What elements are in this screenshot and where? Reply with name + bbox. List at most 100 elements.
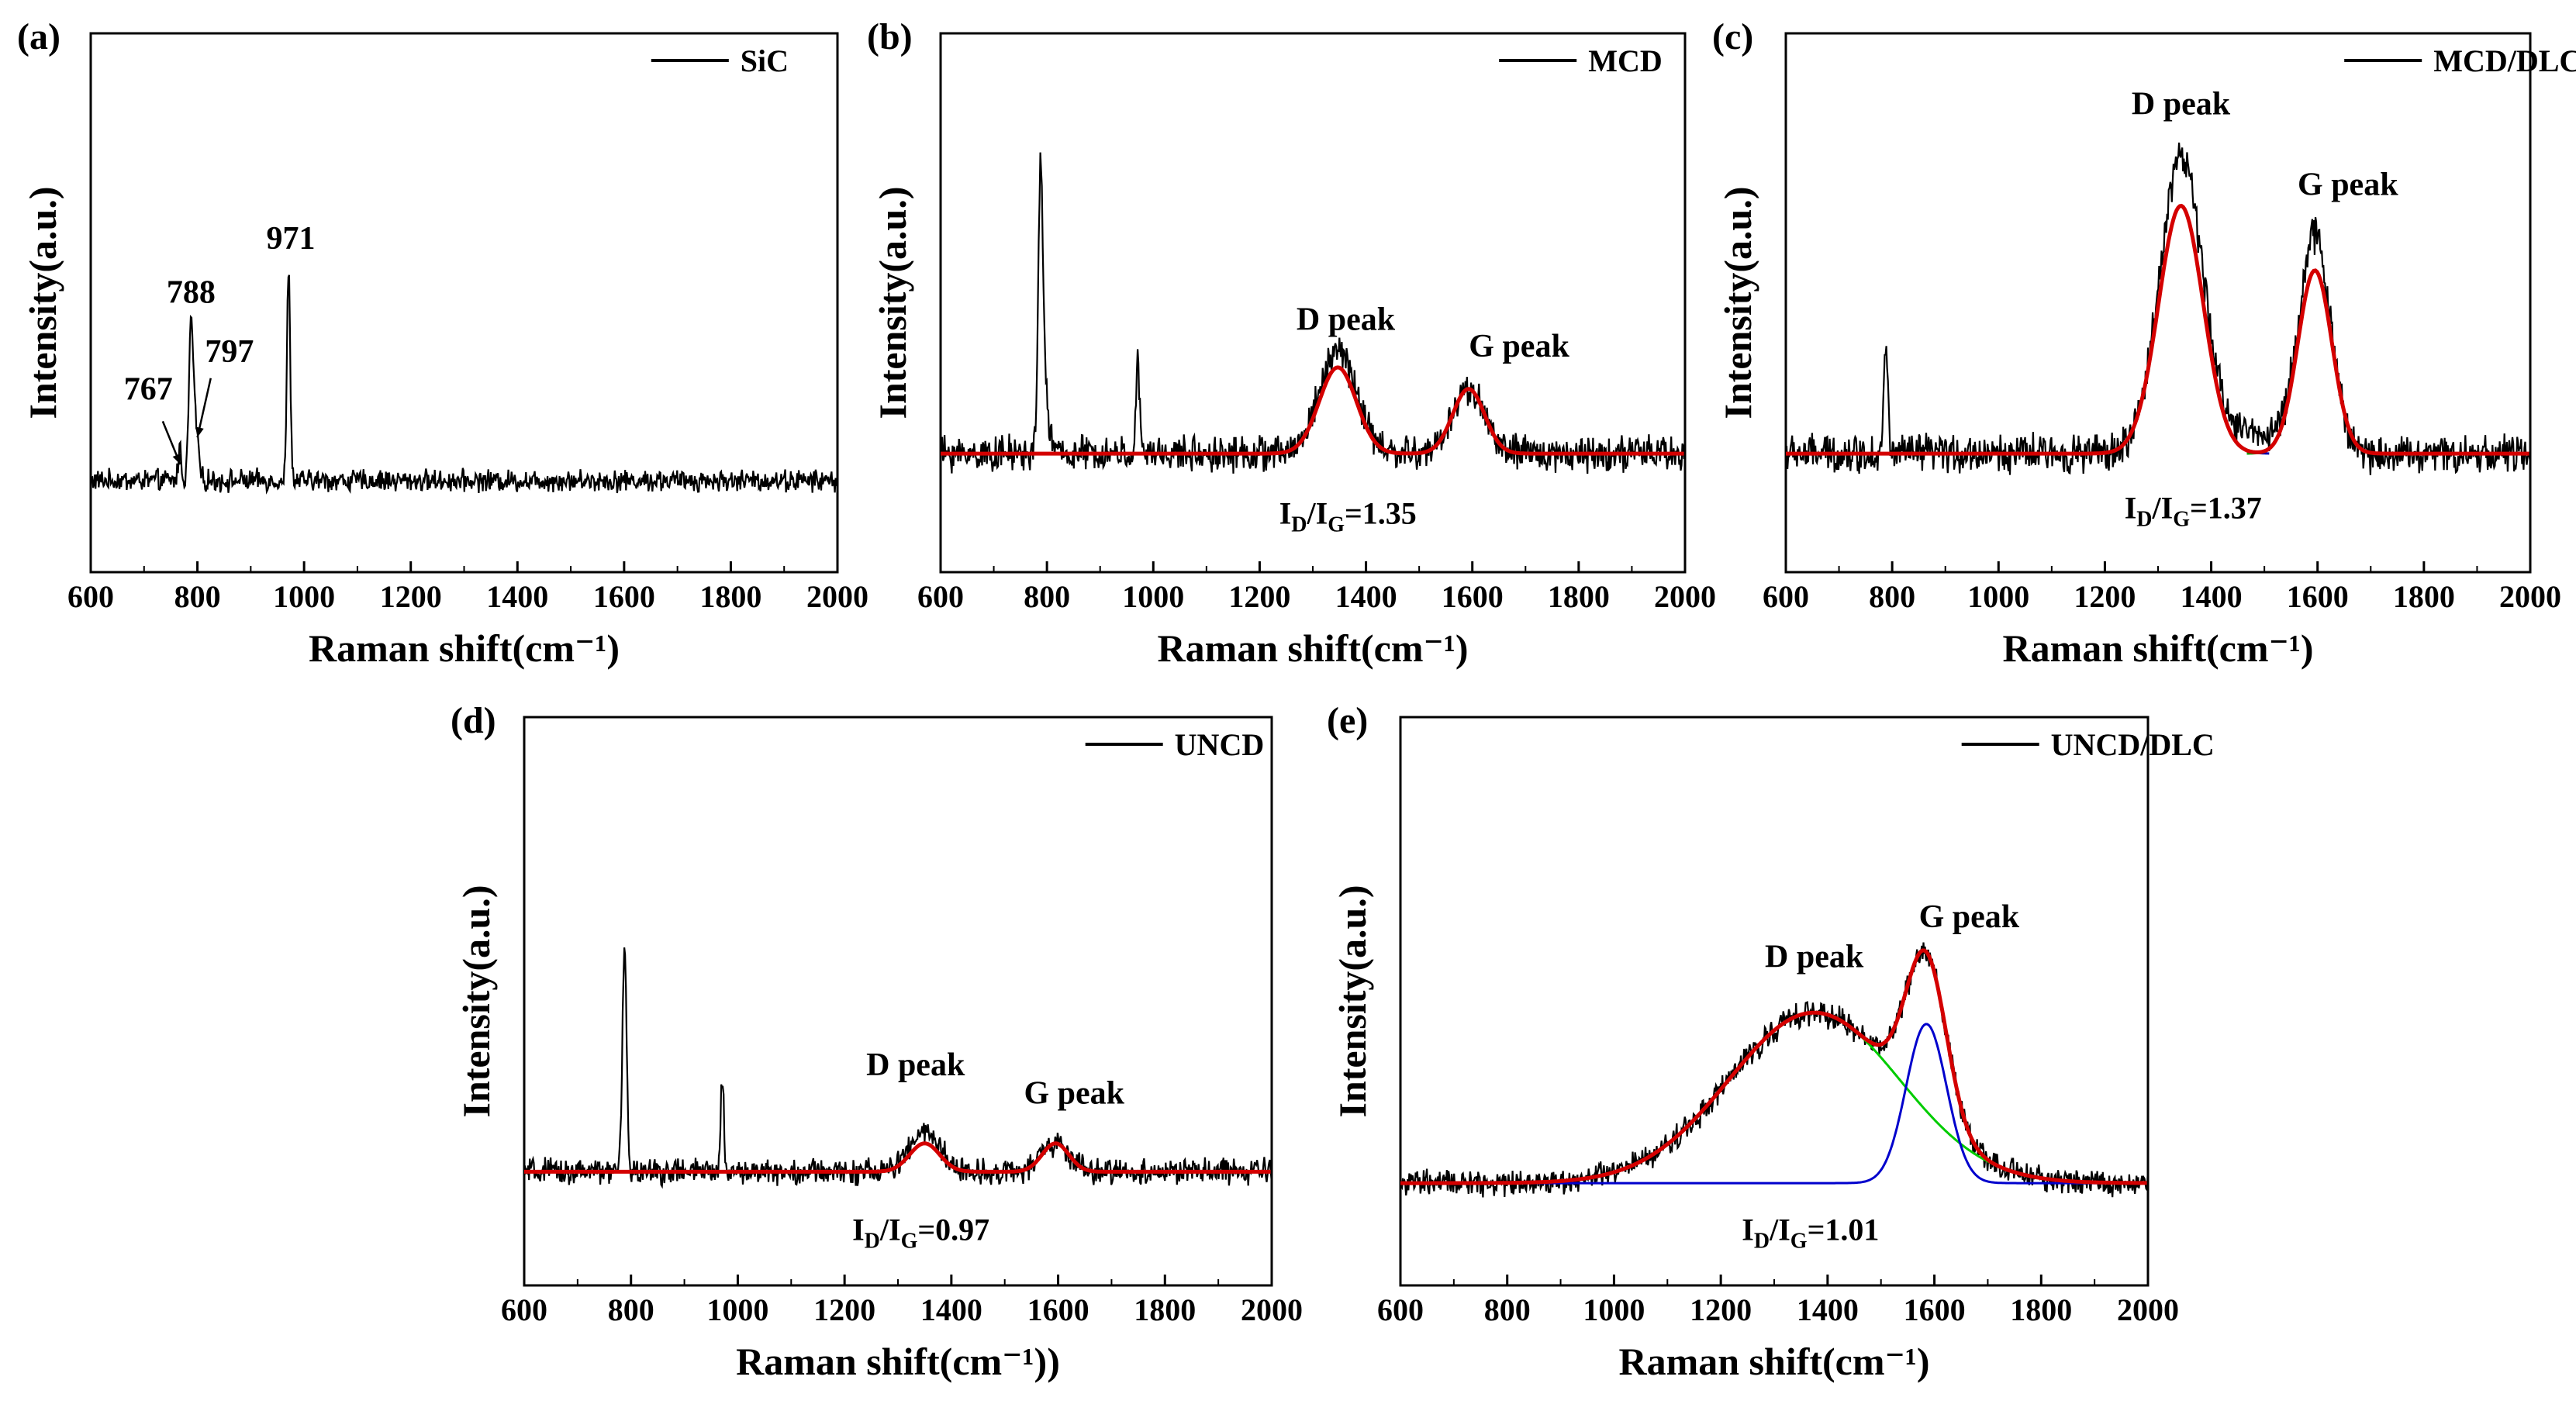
panel-a: 600 800 1000 1200 1400 1600 1800 2000 Raman shif… — [17, 16, 868, 670]
legend-label: SiC — [741, 43, 789, 78]
x-tick-label: 1400 — [486, 579, 548, 614]
x-tick-label: 2000 — [2499, 579, 2561, 614]
x-tick-label: 1800 — [1134, 1292, 1196, 1327]
annotation-arrow — [196, 378, 212, 438]
peak-annotation: D peak — [1765, 940, 1864, 975]
x-tick-label: 1800 — [1548, 579, 1610, 614]
x-tick-label: 2000 — [2117, 1292, 2179, 1327]
panel-d: 600 800 1000 1200 1400 1600 1800 2000 Raman shif… — [451, 700, 1303, 1383]
peak-annotation: G peak — [1024, 1075, 1124, 1111]
peak-annotation: D peak — [1297, 302, 1396, 337]
ratio-part: D — [865, 1229, 880, 1253]
x-tick-label: 1400 — [2181, 579, 2243, 614]
x-tick-label: 600 — [501, 1292, 547, 1327]
ratio-part: G — [2173, 508, 2190, 532]
x-tick-label: 2000 — [806, 579, 868, 614]
x-tick-label: 1600 — [1027, 1292, 1089, 1327]
ratio-part: =1.37 — [2190, 491, 2262, 526]
x-tick-label: 600 — [917, 579, 964, 614]
peak-annotation: G peak — [1469, 329, 1569, 364]
x-tick-label: 1800 — [699, 579, 761, 614]
peak-annotation: 767 — [124, 372, 173, 408]
ratio-part: I — [1742, 1212, 1754, 1247]
x-tick-label: 800 — [1024, 579, 1070, 614]
x-tick-label: 800 — [1484, 1292, 1531, 1327]
raw-spectrum — [523, 947, 1272, 1189]
panel-label: (e) — [1327, 700, 1368, 741]
ratio-part: /I — [1307, 495, 1328, 530]
x-tick-label: 1000 — [1583, 1292, 1645, 1327]
y-axis-title: Intensity(a.u.) — [21, 186, 64, 419]
x-tick-label: 1600 — [2287, 579, 2349, 614]
x-tick-label: 1600 — [1904, 1292, 1966, 1327]
plot-frame — [1399, 716, 2150, 1287]
legend-label: MCD — [1588, 43, 1663, 78]
x-tick-label: 600 — [1377, 1292, 1424, 1327]
x-tick-label: 1000 — [706, 1292, 768, 1327]
x-tick-label: 800 — [1869, 579, 1915, 614]
ratio-part: /I — [2152, 491, 2174, 526]
intensity-ratio: ID/IG=0.97 — [852, 1212, 989, 1253]
y-axis-title: Intensity(a.u.) — [871, 186, 914, 419]
raw-spectrum — [1400, 942, 2149, 1198]
x-tick-label: 600 — [67, 579, 114, 614]
arrow-head — [195, 426, 204, 438]
panel-label: (b) — [867, 16, 913, 57]
x-tick-label: 800 — [174, 579, 221, 614]
peak-annotation: G peak — [2298, 167, 2398, 203]
x-tick-label: 1000 — [1967, 579, 2029, 614]
x-tick-label: 1400 — [1335, 579, 1397, 614]
peak-annotation: D peak — [866, 1047, 965, 1083]
ratio-part: /I — [879, 1212, 901, 1247]
ratio-part: I — [852, 1212, 865, 1247]
peak-annotation: 788 — [167, 275, 216, 311]
x-tick-label: 1200 — [380, 579, 442, 614]
peak-annotation: G peak — [1919, 899, 2020, 935]
ratio-part: I — [2125, 491, 2137, 526]
x-tick-label: 2000 — [1654, 579, 1716, 614]
D-component-fit — [2091, 204, 2270, 455]
x-tick-label: 2000 — [1241, 1292, 1303, 1327]
legend-label: UNCD — [1175, 727, 1265, 762]
ratio-part: D — [2136, 508, 2152, 532]
x-axis-title: Raman shift(cm⁻¹)) — [736, 1340, 1060, 1383]
raw-spectrum — [1784, 142, 2531, 475]
ratio-part: =0.97 — [917, 1212, 989, 1247]
x-tick-label: 1400 — [1797, 1292, 1859, 1327]
y-axis-title: Intensity(a.u.) — [454, 885, 498, 1117]
x-tick-label: 1000 — [273, 579, 335, 614]
peak-annotation: D peak — [2132, 86, 2231, 122]
x-tick-label: 1200 — [2074, 579, 2136, 614]
legend-label: MCD/DLC — [2433, 43, 2576, 78]
intensity-ratio: ID/IG=1.01 — [1742, 1212, 1879, 1253]
peak-annotation: 971 — [266, 221, 315, 257]
panel-c: 600 800 1000 1200 1400 1600 1800 2000 Raman shif… — [1712, 16, 2576, 670]
panel-label: (a) — [17, 16, 60, 57]
peak-annotation: 797 — [205, 334, 254, 370]
intensity-ratio: ID/IG=1.37 — [2125, 491, 2262, 532]
cumulative-fit — [1400, 948, 2147, 1185]
arrow-head — [172, 454, 181, 464]
ratio-part: I — [1279, 495, 1292, 530]
panel-e: 600 800 1000 1200 1400 1600 1800 2000 Raman shif… — [1327, 700, 2215, 1383]
x-tick-label: 1200 — [1690, 1292, 1752, 1327]
panel-label: (c) — [1712, 16, 1753, 57]
x-axis-title: Raman shift(cm⁻¹) — [1157, 626, 1468, 670]
x-tick-label: 600 — [1763, 579, 1809, 614]
y-axis-title: Intensity(a.u.) — [1716, 186, 1759, 419]
x-tick-label: 1600 — [593, 579, 655, 614]
ratio-part: =1.35 — [1345, 495, 1417, 530]
x-tick-label: 1000 — [1122, 579, 1184, 614]
x-axis-title: Raman shift(cm⁻¹) — [2002, 626, 2313, 670]
plot-frame — [523, 716, 1273, 1287]
ratio-part: G — [901, 1229, 918, 1253]
x-tick-label: 1200 — [1228, 579, 1290, 614]
x-tick-label: 800 — [608, 1292, 654, 1327]
cumulative-fit — [941, 365, 1684, 456]
G-component-fit — [2246, 269, 2383, 455]
x-tick-label: 1400 — [920, 1292, 982, 1327]
x-tick-label: 1800 — [2010, 1292, 2072, 1327]
raw-spectrum — [89, 274, 838, 495]
panel-b: 600 800 1000 1200 1400 1600 1800 2000 Raman shif… — [867, 16, 1716, 670]
